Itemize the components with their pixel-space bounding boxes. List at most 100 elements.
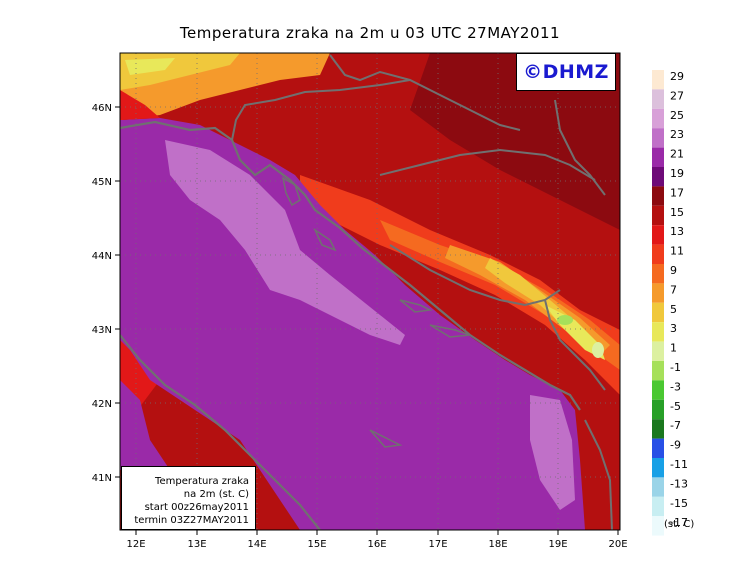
legend-label: -1 (670, 361, 681, 374)
info-line: Temperatura zraka (155, 476, 249, 487)
info-line: termin 03Z27MAY2011 (134, 515, 249, 526)
legend-swatch (652, 380, 664, 400)
legend-label: -7 (670, 419, 681, 432)
lat-tick-label: 46N (92, 103, 112, 114)
legend-swatch (652, 322, 664, 342)
land-dark-north (410, 53, 620, 230)
legend-label: 7 (670, 283, 677, 296)
legend-swatch (652, 186, 664, 206)
tick-marks (115, 106, 619, 535)
map-field (120, 53, 620, 530)
border-hungary (329, 54, 521, 131)
logo-text: ©DHMZ (523, 61, 609, 83)
ionian-sea-light (530, 395, 575, 510)
lat-tick-label: 42N (92, 399, 112, 410)
legend-swatch (652, 361, 664, 381)
legend-label: 29 (670, 70, 684, 83)
island-krk (281, 176, 301, 207)
legend-label: 17 (670, 186, 684, 199)
legend-swatch (652, 167, 664, 187)
graticule (120, 53, 620, 530)
legend-label: 15 (670, 206, 684, 219)
dhmz-logo: ©DHMZ (516, 53, 616, 91)
lon-tick-label: 16E (367, 539, 386, 550)
legend-label: -11 (670, 458, 688, 471)
legend-swatch (652, 302, 664, 323)
info-box: Temperatura zraka na 2m (st. C) start 00… (121, 466, 256, 530)
land-peak-green (557, 315, 573, 325)
lon-tick-label: 14E (247, 539, 266, 550)
legend-label: 11 (670, 245, 684, 258)
island-pag (313, 227, 337, 252)
border-montenegro (544, 299, 606, 391)
legend-swatch (652, 70, 664, 90)
coastline-east (120, 120, 581, 411)
lon-tick-label: 19E (548, 539, 567, 550)
land-dinaric-orange2 (380, 220, 620, 370)
legend-label: -9 (670, 439, 681, 452)
border-slovenia (231, 79, 411, 141)
legend-swatch (652, 419, 664, 439)
gargano-coast (369, 429, 403, 448)
lon-tick-label: 18E (488, 539, 507, 550)
legend-label: 3 (670, 322, 677, 335)
lon-tick-label: 17E (428, 539, 447, 550)
legend-label: -13 (670, 477, 688, 490)
legend-label: 1 (670, 342, 677, 355)
legend-label: -5 (670, 400, 681, 413)
legend-label: -3 (670, 380, 681, 393)
legend-swatch (652, 438, 664, 458)
lat-tick-label: 43N (92, 325, 112, 336)
legend-swatch (652, 264, 664, 284)
legend-label: 5 (670, 303, 677, 316)
legend-label: 9 (670, 264, 677, 277)
legend-swatch (652, 458, 664, 478)
legend-swatch (652, 205, 664, 226)
adriatic-sea-light (165, 140, 405, 345)
legend-label: 19 (670, 167, 684, 180)
lat-tick-label: 41N (92, 473, 112, 484)
info-line: na 2m (st. C) (183, 489, 249, 500)
lon-tick-label: 15E (307, 539, 326, 550)
legend-swatch (652, 128, 664, 148)
legend-swatch (652, 147, 664, 167)
plot-frame (119, 52, 621, 531)
legend-label: 21 (670, 148, 684, 161)
border-serbia (554, 99, 606, 196)
legend-swatch (652, 244, 664, 264)
info-line: start 00z26may2011 (144, 502, 249, 513)
border-bosnia-north (379, 148, 596, 181)
legend-swatch (652, 477, 664, 497)
land-alps-lightyellow (125, 58, 175, 75)
legend-label: -17 (670, 516, 688, 529)
tyrrhenian-sea (120, 380, 170, 470)
land-po-red (120, 90, 160, 120)
legend-swatch (652, 496, 664, 517)
legend-swatch (652, 89, 664, 109)
border-albania (584, 419, 613, 530)
land-dinaric-orange (300, 175, 620, 395)
island-brac (399, 299, 433, 313)
legend-label: 27 (670, 89, 684, 102)
legend-label: 13 (670, 225, 684, 238)
legend-swatch (652, 516, 664, 536)
legend-label: 23 (670, 128, 684, 141)
lat-axis: 41N 42N 43N 44N 45N 46N (92, 103, 112, 484)
legend-swatch (652, 399, 664, 420)
legend-label: -15 (670, 497, 688, 510)
coastline-italy (120, 334, 321, 530)
lat-tick-label: 44N (92, 251, 112, 262)
land-peak-pale (592, 342, 604, 358)
island-korcula (429, 324, 471, 338)
legend-swatch (652, 341, 664, 361)
legend-unit: (st. C) (664, 519, 695, 530)
lat-tick-label: 45N (92, 177, 112, 188)
lon-axis: 12E 13E 14E 15E 16E 17E 18E 19E 20E (126, 539, 627, 550)
lon-tick-label: 12E (126, 539, 145, 550)
map-title: Temperatura zraka na 2m u 03 UTC 27MAY20… (179, 24, 561, 42)
legend-label: 25 (670, 109, 684, 122)
color-legend: 29 27 25 23 21 19 17 15 13 11 9 7 5 3 1 -1 -3 -5 -7 -9 -11 -1… (652, 70, 688, 536)
legend-swatch (652, 283, 664, 303)
lon-tick-label: 20E (608, 539, 627, 550)
